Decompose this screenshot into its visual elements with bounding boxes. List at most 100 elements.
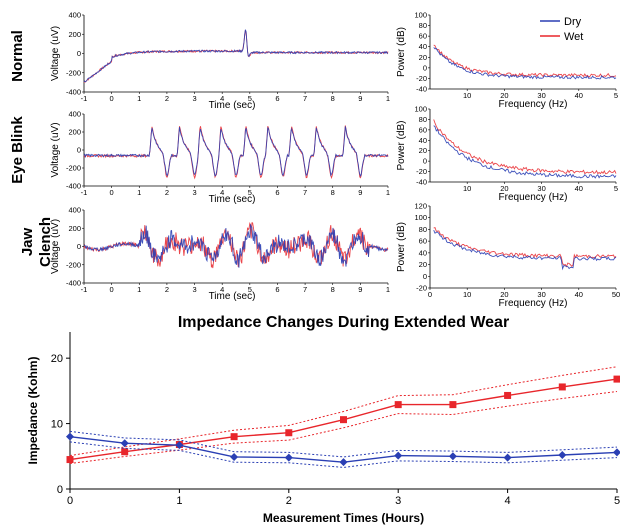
x-tick-label: -1 <box>81 188 88 197</box>
x-tick-label: 5 <box>614 495 620 507</box>
x-tick-label: 10 <box>463 91 471 100</box>
x-tick-label: 7 <box>303 94 307 103</box>
x-axis-label: Frequency (Hz) <box>499 298 568 309</box>
x-tick-label: 2 <box>286 495 292 507</box>
y-tick-label: 0 <box>423 272 427 281</box>
dry-data-point <box>230 452 239 461</box>
x-tick-label: 1 <box>176 495 182 507</box>
y-tick-label: -200 <box>66 68 81 77</box>
x-tick-label: 3 <box>395 495 401 507</box>
x-tick-label: 8 <box>331 94 335 103</box>
wet-data-point <box>558 383 566 391</box>
x-tick-label: 10 <box>463 184 471 193</box>
dry-data-point <box>503 453 512 462</box>
y-tick-label: 20 <box>419 53 427 62</box>
dry-series-line <box>83 126 389 178</box>
y-tick-label: 400 <box>68 110 81 119</box>
wet-series-line <box>83 30 389 83</box>
y-tick-label: -400 <box>66 88 81 97</box>
chart-title: Impedance Changes During Extended Wear <box>178 314 509 331</box>
dry-series-line <box>83 224 389 268</box>
y-tick-label: 60 <box>419 125 427 134</box>
x-tick-label: 6 <box>275 188 279 197</box>
legend-wet-label: Wet <box>564 31 583 43</box>
wet-data-point <box>66 456 74 464</box>
y-axis-label: Impedance (Kohm) <box>26 356 40 464</box>
dry-data-point <box>66 432 74 441</box>
x-tick-label: 7 <box>303 188 307 197</box>
y-tick-label: 100 <box>414 11 427 20</box>
y-tick-label: 200 <box>68 224 81 233</box>
y-tick-label: 0 <box>57 484 63 496</box>
x-tick-label: 5 <box>248 285 252 294</box>
x-axis-label: Measurement Times (Hours) <box>263 511 424 525</box>
dry-data-point <box>558 450 567 459</box>
x-tick-label: 5 <box>248 188 252 197</box>
x-axis-label: Frequency (Hz) <box>499 99 568 110</box>
x-tick-label: 8 <box>331 188 335 197</box>
y-tick-label: -20 <box>416 167 427 176</box>
x-tick-label: 0 <box>110 285 114 294</box>
x-tick-label: 5 <box>248 94 252 103</box>
y-tick-label: 20 <box>51 353 63 365</box>
row-label-jaw-clench: JawClench <box>19 217 54 267</box>
x-tick-label: 6 <box>275 94 279 103</box>
row-label-normal: Normal <box>9 30 26 82</box>
x-tick-label: 50 <box>612 290 620 299</box>
x-tick-label: 9 <box>358 94 362 103</box>
y-axis-label: Power (dB) <box>396 27 407 77</box>
wet-series-line <box>83 125 389 180</box>
y-tick-label: 0 <box>77 242 81 251</box>
x-tick-label: 3 <box>192 94 196 103</box>
dry-data-point <box>394 451 403 460</box>
x-tick-label: 20 <box>500 184 508 193</box>
dry-series-line <box>433 230 617 271</box>
y-tick-label: -20 <box>416 284 427 293</box>
x-tick-label: 1 <box>137 188 141 197</box>
y-tick-label: 20 <box>419 260 427 269</box>
y-tick-label: 0 <box>423 63 427 72</box>
x-tick-label: 4 <box>505 495 511 507</box>
dry-series-line <box>433 125 617 179</box>
y-tick-label: 60 <box>419 32 427 41</box>
row-label-eye-blink: Eye Blink <box>9 116 26 184</box>
x-tick-label: 30 <box>537 91 545 100</box>
x-tick-label: 9 <box>358 188 362 197</box>
panel-2: -1 0 1 2 3 4 5 6 7 8 9 1 400 200 0 -200 -400 Time (sec) Vo… <box>50 110 390 206</box>
x-tick-label: 3 <box>192 188 196 197</box>
x-tick-label: 8 <box>331 285 335 294</box>
panel-0: -1 0 1 2 3 4 5 6 7 8 9 1 400 200 0 -200 -400 Time (sec) Vo… <box>50 11 390 112</box>
x-tick-label: 0 <box>428 290 432 299</box>
x-tick-label: 9 <box>358 285 362 294</box>
y-axis-label: Voltage (uV) <box>50 122 61 177</box>
y-tick-label: 400 <box>68 11 81 20</box>
dry-data-point <box>120 439 129 448</box>
y-tick-label: 40 <box>419 136 427 145</box>
x-tick-label: 4 <box>220 285 224 294</box>
wet-series-line <box>433 44 617 78</box>
wet-data-point <box>449 401 457 409</box>
x-tick-label: 1 <box>137 285 141 294</box>
x-tick-label: 2 <box>165 94 169 103</box>
y-tick-label: 200 <box>68 128 81 137</box>
wet-upper-band <box>69 366 618 457</box>
y-tick-label: 80 <box>419 21 427 30</box>
x-tick-label: 2 <box>165 188 169 197</box>
wet-lower-band <box>69 391 618 464</box>
y-tick-label: 100 <box>414 213 427 222</box>
x-tick-label: 7 <box>303 285 307 294</box>
dry-series-line <box>83 29 389 83</box>
y-tick-label: 200 <box>68 30 81 39</box>
wet-data-point <box>504 391 512 399</box>
y-tick-label: -400 <box>66 279 81 288</box>
y-tick-label: 0 <box>77 49 81 58</box>
dry-data-point <box>284 453 293 462</box>
y-tick-label: -40 <box>416 178 427 187</box>
y-tick-label: -20 <box>416 74 427 83</box>
x-tick-label: 10 <box>463 290 471 299</box>
x-tick-label: 40 <box>575 184 583 193</box>
y-axis-label: Voltage (uV) <box>50 26 61 81</box>
